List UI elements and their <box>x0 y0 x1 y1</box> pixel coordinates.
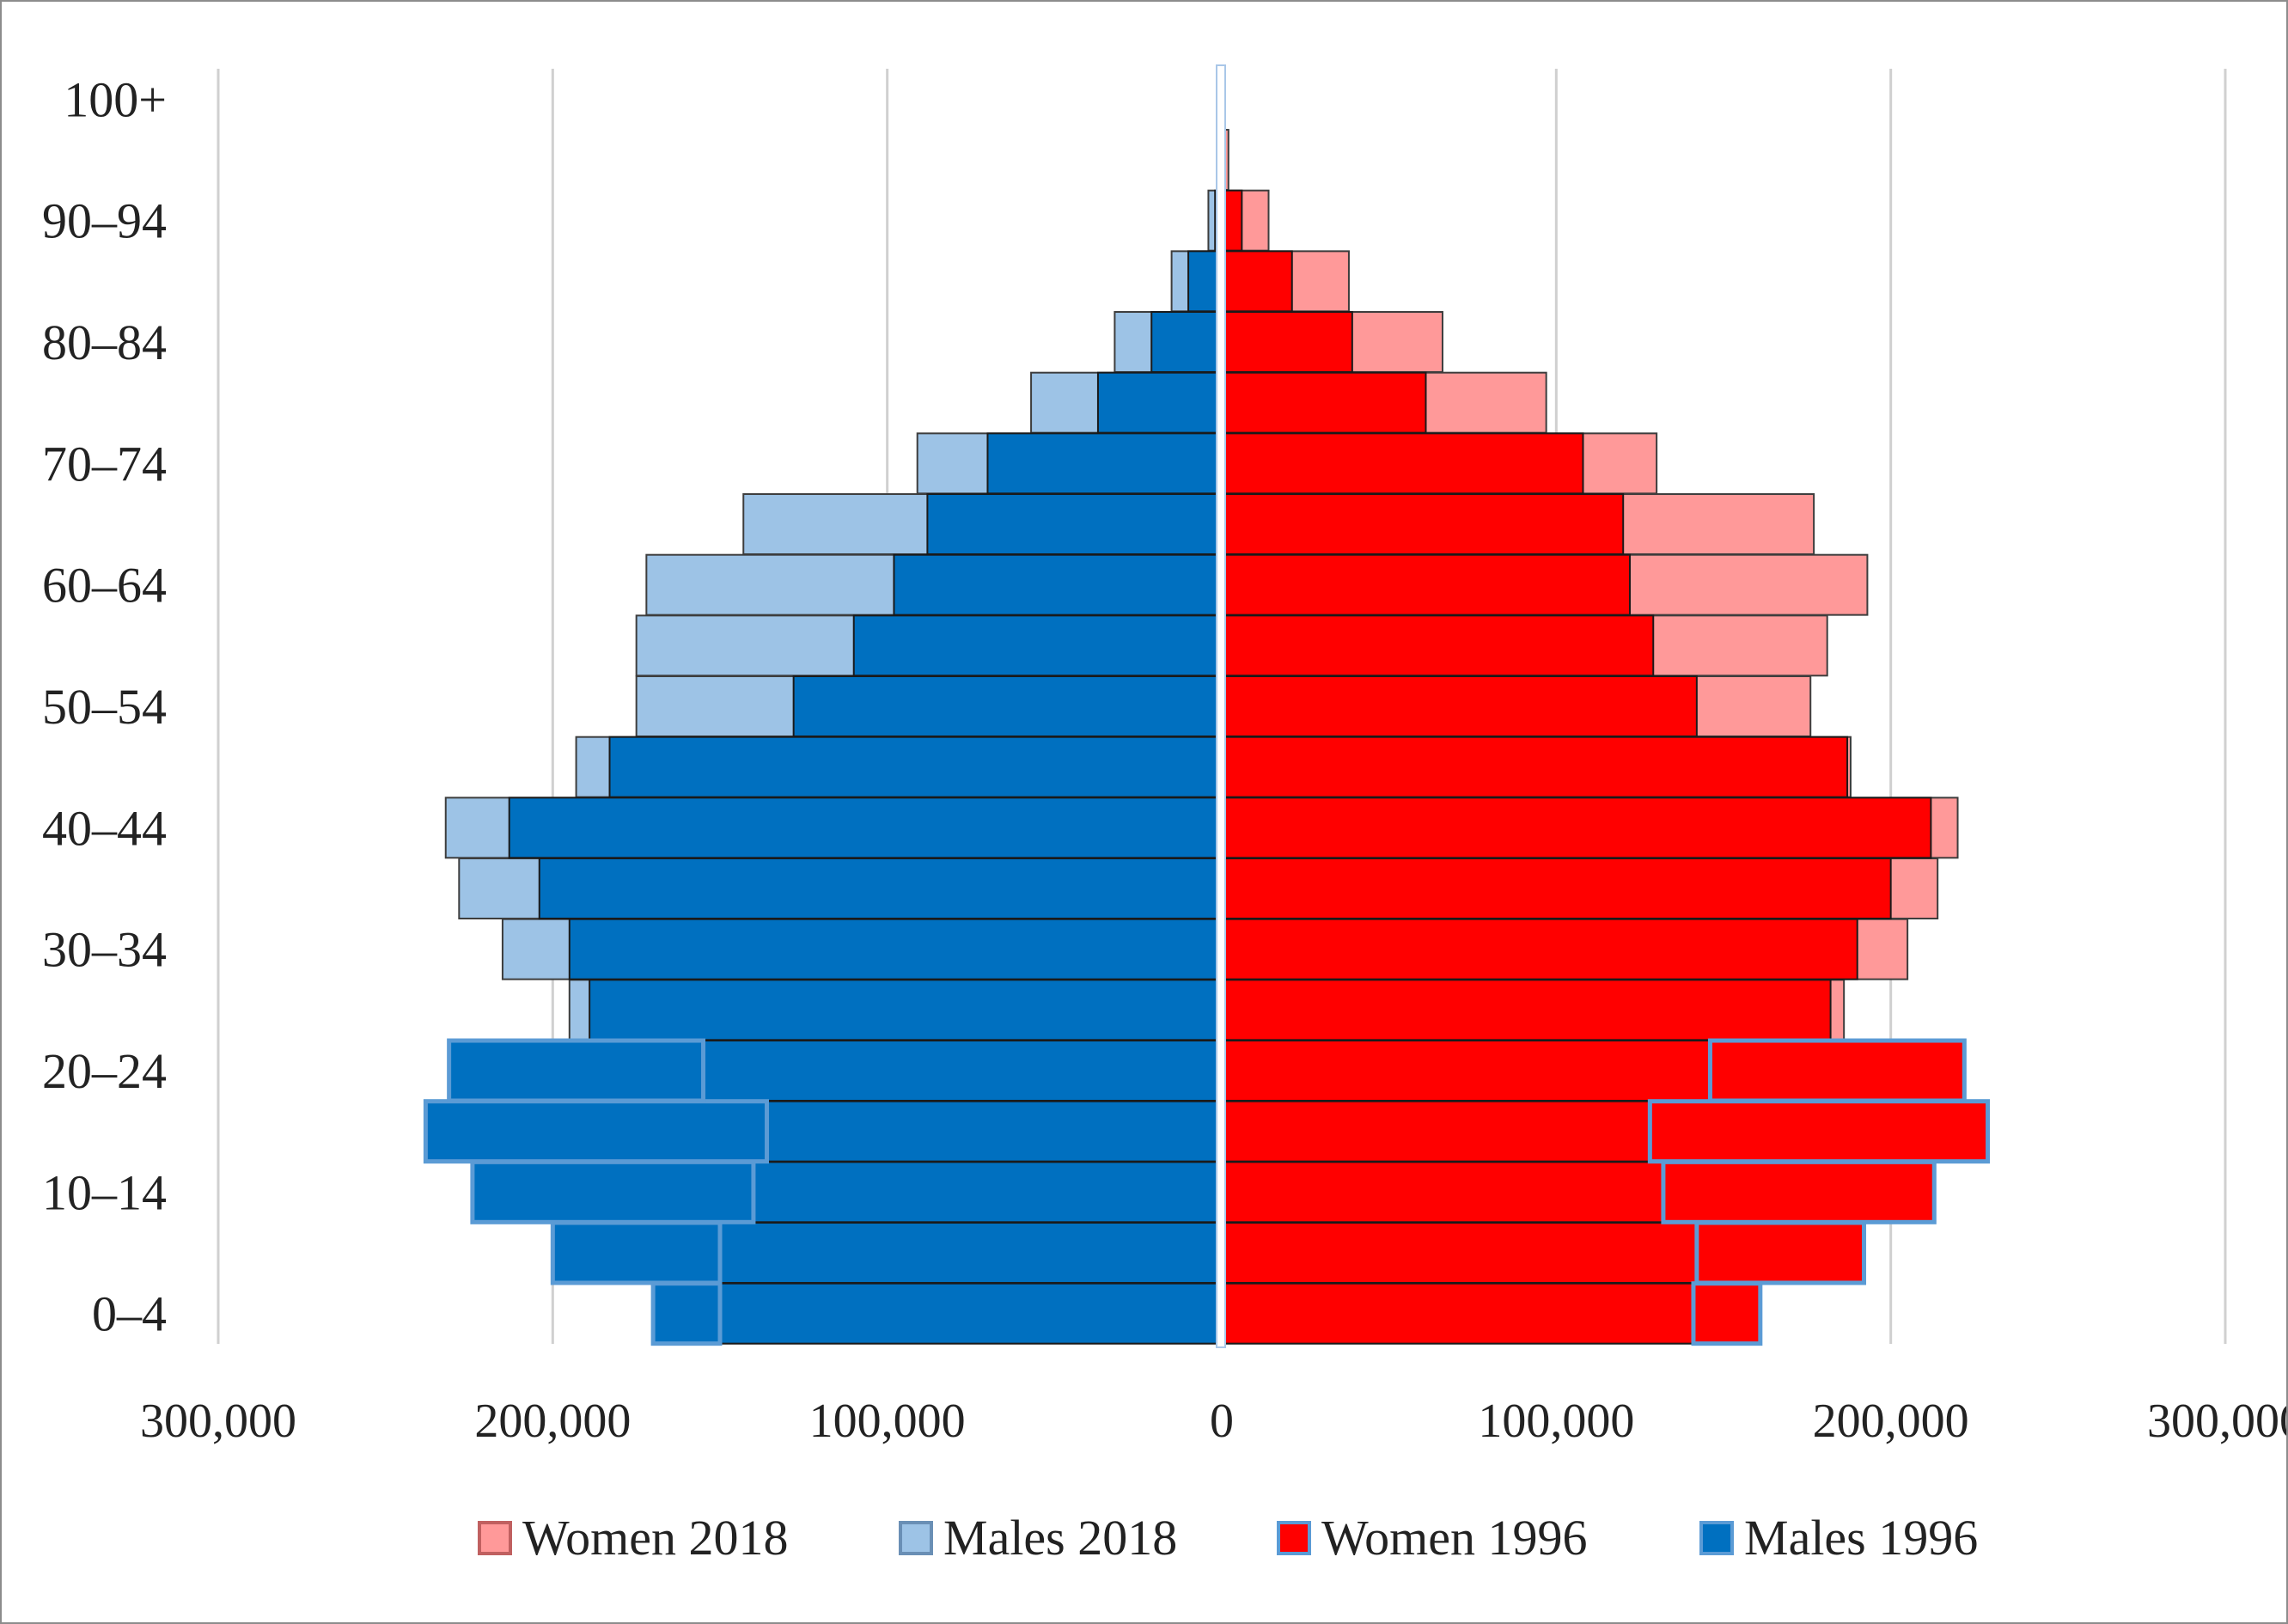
x-tick-label-5: 200,000 <box>1813 1395 1969 1448</box>
bar-women-1996-4 <box>1221 1040 1711 1102</box>
bar-women-1996-1 <box>1221 1222 1698 1284</box>
bar-young-males-2018-2 <box>470 1159 756 1224</box>
bar-males-1996-3 <box>766 1100 1223 1163</box>
legend-swatch-3 <box>1699 1521 1734 1555</box>
x-tick-label-2: 100,000 <box>809 1395 966 1448</box>
bar-women-1996-12 <box>1221 553 1631 616</box>
x-tick-label-4: 100,000 <box>1478 1395 1634 1448</box>
bar-males-1996-7 <box>538 858 1223 919</box>
bar-young-women-2018-1 <box>1694 1220 1867 1285</box>
bar-males-1996-5 <box>589 979 1223 1041</box>
age-label-8: 40–44 <box>42 800 167 856</box>
bar-males-1996-6 <box>568 918 1223 980</box>
bar-women-1996-15 <box>1221 371 1427 434</box>
age-label-0: 0–4 <box>92 1286 167 1342</box>
age-label-20: 100+ <box>64 71 167 127</box>
bar-males-1996-10 <box>792 675 1223 737</box>
legend-label-3: Males 1996 <box>1744 1510 1978 1566</box>
bar-young-males-2018-1 <box>550 1220 723 1285</box>
bar-women-1996-5 <box>1221 979 1832 1041</box>
bar-women-1996-0 <box>1221 1282 1694 1345</box>
center-axis-line <box>1216 64 1226 1348</box>
x-tick-label-0: 300,000 <box>140 1395 296 1448</box>
bar-young-women-2018-0 <box>1691 1281 1763 1346</box>
legend-swatch-1 <box>899 1521 933 1555</box>
age-group-labels: 0–4 10–14 20–24 30–34 40–44 50–54 60–64 70–74 80… <box>42 71 167 1341</box>
bar-women-1996-2 <box>1221 1161 1664 1224</box>
bars-1996-group <box>423 129 1991 1346</box>
bar-males-1996-12 <box>893 553 1223 616</box>
bar-males-1996-1 <box>719 1222 1223 1284</box>
bar-males-1996-11 <box>852 614 1223 677</box>
bar-young-women-2018-4 <box>1707 1038 1967 1103</box>
legend-swatch-0 <box>478 1521 512 1555</box>
bar-males-1996-15 <box>1096 371 1223 434</box>
bar-women-1996-16 <box>1221 311 1353 373</box>
bar-males-1996-13 <box>926 493 1223 555</box>
bar-women-1996-10 <box>1221 675 1698 737</box>
bar-males-1996-2 <box>752 1161 1223 1224</box>
bar-males-1996-14 <box>986 432 1223 495</box>
bar-women-1996-6 <box>1221 918 1858 980</box>
bar-males-1996-9 <box>608 736 1223 798</box>
bar-women-1996-7 <box>1221 858 1892 919</box>
bar-women-1996-9 <box>1221 736 1849 798</box>
bar-males-1996-8 <box>508 797 1223 859</box>
x-tick-label-1: 200,000 <box>474 1395 631 1448</box>
bar-young-males-2018-0 <box>650 1281 723 1346</box>
bar-women-1996-17 <box>1221 250 1293 313</box>
bar-young-males-2018-3 <box>423 1099 770 1164</box>
age-label-4: 20–24 <box>42 1043 167 1099</box>
x-tick-label-3: 0 <box>1210 1395 1234 1448</box>
bar-women-1996-8 <box>1221 797 1932 859</box>
age-label-6: 30–34 <box>42 922 167 978</box>
bar-males-1996-0 <box>719 1282 1223 1345</box>
bar-women-1996-13 <box>1221 493 1625 555</box>
legend-label-1: Males 2018 <box>943 1510 1177 1566</box>
bar-young-women-2018-3 <box>1647 1099 1991 1164</box>
bar-women-1996-3 <box>1221 1100 1651 1163</box>
legend-label-2: Women 1996 <box>1321 1510 1587 1566</box>
age-label-10: 50–54 <box>42 679 167 735</box>
center-axis <box>1216 64 1226 1348</box>
x-tick-label-6: 300,000 <box>2147 1395 2286 1448</box>
bar-males-1996-16 <box>1150 311 1223 373</box>
bar-women-1996-11 <box>1221 614 1655 677</box>
bar-males-1996-4 <box>702 1040 1223 1102</box>
bar-young-males-2018-4 <box>447 1038 706 1103</box>
bar-young-women-2018-2 <box>1661 1159 1937 1224</box>
bar-women-1996-14 <box>1221 432 1584 495</box>
age-label-16: 80–84 <box>42 314 167 370</box>
x-axis-tick-labels: 300,000 200,000 100,000 0 100,000 200,000 300,… <box>140 1395 2286 1448</box>
age-label-18: 90–94 <box>42 193 167 249</box>
age-label-12: 60–64 <box>42 558 167 614</box>
age-label-2: 10–14 <box>42 1164 167 1220</box>
legend: Women 2018 Males 2018 Women 1996 Males 1996 <box>478 1510 1978 1566</box>
age-label-14: 70–74 <box>42 436 167 491</box>
legend-label-0: Women 2018 <box>522 1510 788 1566</box>
legend-swatch-2 <box>1277 1521 1311 1555</box>
